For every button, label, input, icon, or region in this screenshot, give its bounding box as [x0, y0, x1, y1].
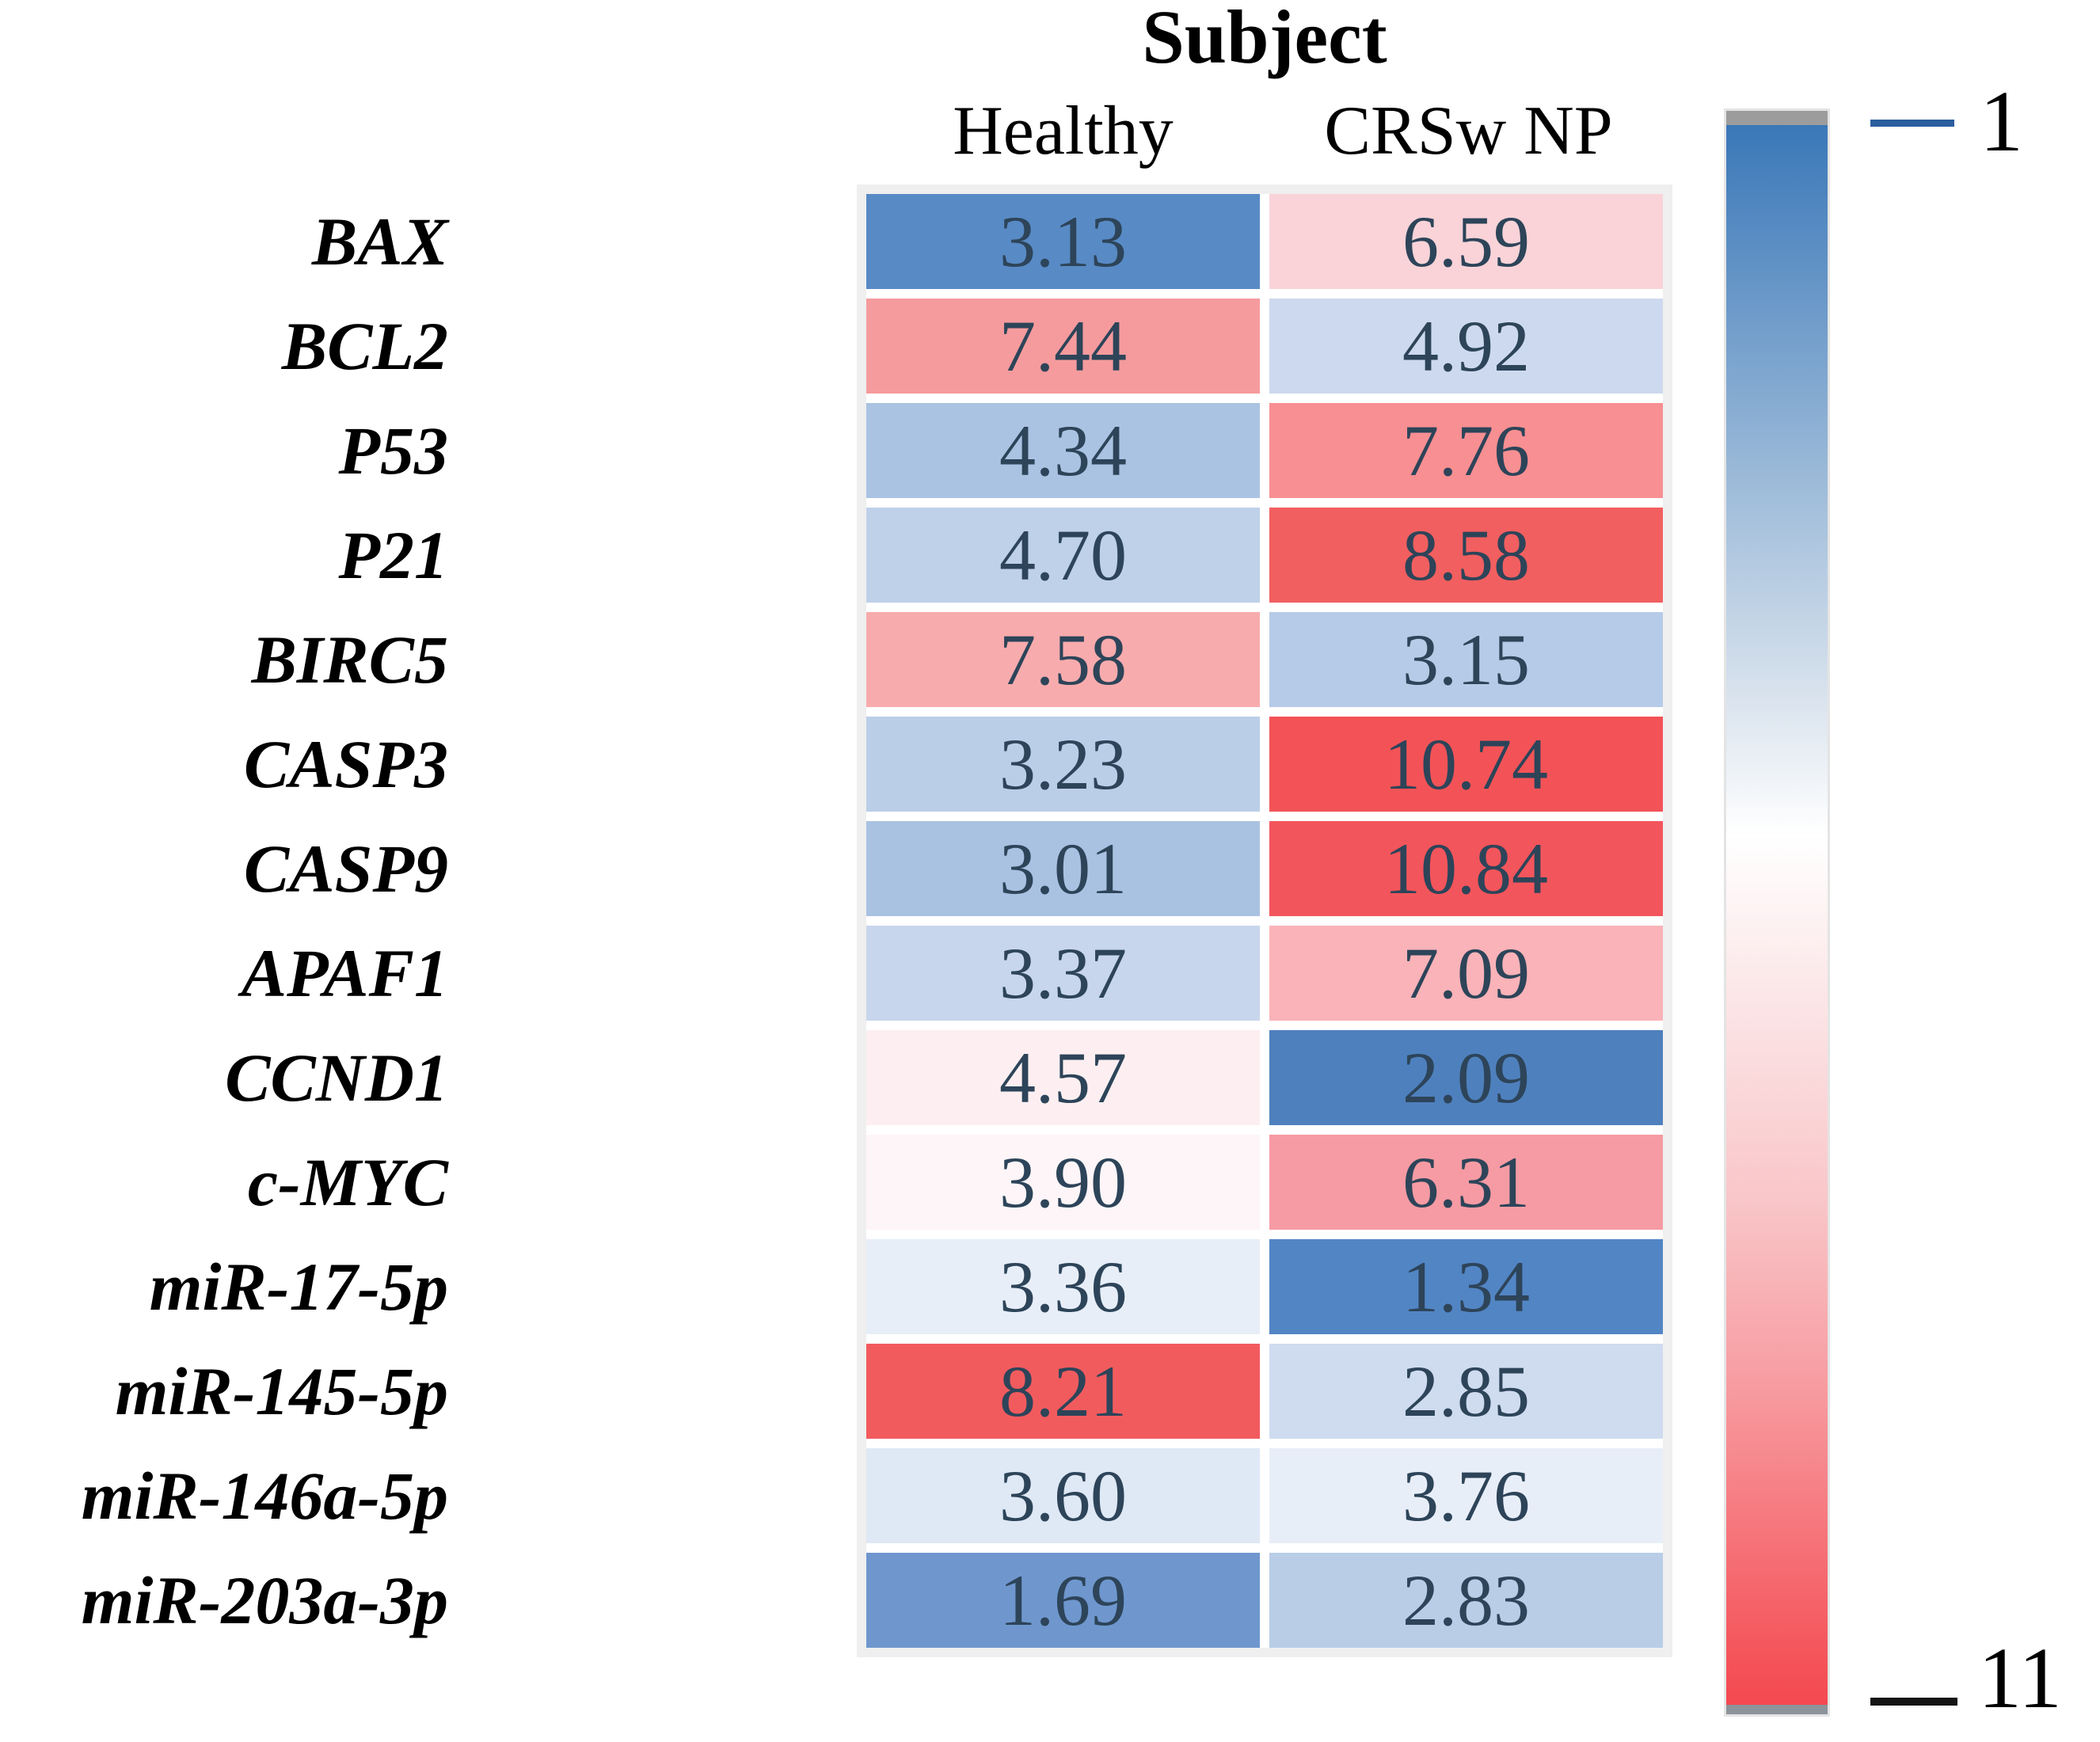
colorbar-top-cap	[1726, 111, 1828, 125]
row-label-BIRC5: BIRC5	[251, 622, 448, 698]
heatmap-cell-P53-CRSw NP: 7.76	[1269, 403, 1663, 498]
heatmap-cell-APAF1-CRSw NP: 7.09	[1269, 926, 1663, 1021]
heatmap-cell-miR-17-5p-Healthy: 3.36	[866, 1239, 1260, 1334]
heatmap-cell-BCL2-CRSw NP: 4.92	[1269, 299, 1663, 394]
heatmap-cell-miR-203a-3p-CRSw NP: 2.83	[1269, 1553, 1663, 1648]
row-label-BCL2: BCL2	[281, 308, 448, 384]
row-label-miR-145-5p: miR-145-5p	[115, 1353, 448, 1429]
column-header-crswnp: CRSw NP	[1324, 93, 1613, 169]
heatmap-cell-BAX-Healthy: 3.13	[866, 194, 1260, 289]
heatmap-cell-c-MYC-CRSw NP: 6.31	[1269, 1135, 1663, 1230]
row-label-CCND1: CCND1	[225, 1040, 448, 1116]
row-label-CASP9: CASP9	[243, 831, 448, 907]
row-label-P53: P53	[338, 413, 448, 489]
heatmap-cell-miR-203a-3p-Healthy: 1.69	[866, 1553, 1260, 1648]
colorbar-gradient	[1726, 125, 1828, 1705]
row-label-CASP3: CASP3	[243, 726, 448, 802]
colorbar	[1724, 108, 1830, 1717]
row-label-miR-146a-5p: miR-146a-5p	[81, 1458, 448, 1534]
heatmap-cell-P53-Healthy: 4.34	[866, 403, 1260, 498]
heatmap-cell-BCL2-Healthy: 7.44	[866, 299, 1260, 394]
row-label-P21: P21	[338, 517, 448, 593]
heatmap-cell-CASP9-Healthy: 3.01	[866, 821, 1260, 916]
heatmap-cell-P21-CRSw NP: 8.58	[1269, 508, 1663, 603]
heatmap-cell-miR-146a-5p-Healthy: 3.60	[866, 1448, 1260, 1543]
heatmap-cell-c-MYC-Healthy: 3.90	[866, 1135, 1260, 1230]
heatmap-cell-miR-145-5p-CRSw NP: 2.85	[1269, 1344, 1663, 1439]
colorbar-tick-min	[1870, 120, 1954, 127]
heatmap-cell-miR-17-5p-CRSw NP: 1.34	[1269, 1239, 1663, 1334]
heatmap-cell-BIRC5-Healthy: 7.58	[866, 612, 1260, 707]
column-header-healthy: Healthy	[953, 93, 1174, 169]
colorbar-label-max: 11	[1978, 1630, 2062, 1726]
row-label-c-MYC: c-MYC	[247, 1144, 448, 1220]
heatmap-cell-CASP3-CRSw NP: 10.74	[1269, 717, 1663, 812]
colorbar-label-min: 1	[1980, 73, 2023, 169]
heatmap-cell-BIRC5-CRSw NP: 3.15	[1269, 612, 1663, 707]
heatmap-cell-miR-145-5p-Healthy: 8.21	[866, 1344, 1260, 1439]
gene-row-labels: BAX BCL2 P53 P21 BIRC5 CASP3 CASP9 APAF1 CCND1 c-…	[0, 194, 448, 1648]
chart-title: Subject	[1142, 0, 1387, 79]
heatmap-cell-CASP3-Healthy: 3.23	[866, 717, 1260, 812]
heatmap-cell-BAX-CRSw NP: 6.59	[1269, 194, 1663, 289]
heatmap-grid: 3.13 6.59 7.44 4.92 4.34 7.76 4.70 8.58 7.58 3.15…	[857, 184, 1672, 1657]
colorbar-tick-max	[1870, 1698, 1957, 1706]
row-label-BAX: BAX	[311, 203, 448, 280]
row-label-APAF1: APAF1	[241, 935, 448, 1011]
heatmap-cell-P21-Healthy: 4.70	[866, 508, 1260, 603]
heatmap-cell-CCND1-Healthy: 4.57	[866, 1030, 1260, 1125]
heatmap-cell-miR-146a-5p-CRSw NP: 3.76	[1269, 1448, 1663, 1543]
colorbar-bottom-cap	[1726, 1705, 1828, 1714]
heatmap-cell-APAF1-Healthy: 3.37	[866, 926, 1260, 1021]
heatmap-cell-CCND1-CRSw NP: 2.09	[1269, 1030, 1663, 1125]
heatmap-cell-CASP9-CRSw NP: 10.84	[1269, 821, 1663, 916]
row-label-miR-17-5p: miR-17-5p	[149, 1249, 448, 1325]
row-label-miR-203a-3p: miR-203a-3p	[81, 1562, 448, 1638]
